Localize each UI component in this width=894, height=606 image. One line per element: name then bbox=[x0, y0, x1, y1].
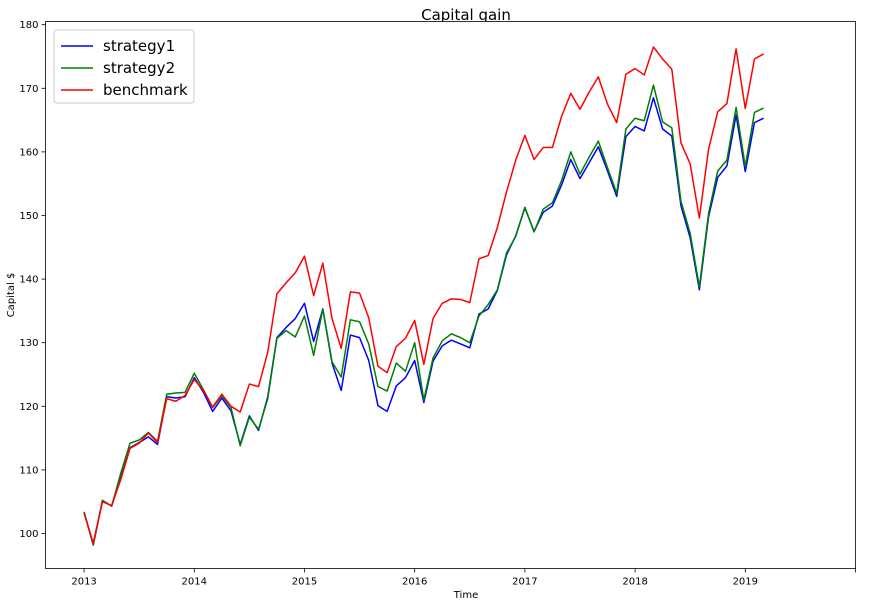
y-tick-label: 170 bbox=[19, 84, 38, 95]
legend-label-strategy2: strategy2 bbox=[103, 59, 175, 77]
x-tick-label: 2016 bbox=[402, 577, 427, 588]
x-axis: 2013 2014 2015 2016 2017 2018 2019 bbox=[71, 568, 856, 588]
x-tick-label: 2014 bbox=[182, 577, 207, 588]
y-axis-label: Capital $ bbox=[6, 273, 17, 318]
series-layer bbox=[83, 46, 765, 546]
legend-frame bbox=[53, 29, 195, 104]
y-tick-label: 130 bbox=[19, 338, 38, 349]
series-line-strategy2 bbox=[83, 84, 764, 546]
x-axis-label: Time bbox=[453, 590, 478, 601]
x-tick-label: 2017 bbox=[512, 577, 537, 588]
y-tick-label: 100 bbox=[19, 529, 38, 540]
legend-label-strategy1: strategy1 bbox=[103, 37, 175, 55]
y-tick-label: 150 bbox=[19, 211, 38, 222]
plot-background bbox=[45, 21, 856, 569]
y-tick-label: 110 bbox=[19, 465, 38, 476]
x-tick-label: 2013 bbox=[71, 577, 96, 588]
y-tick-label: 180 bbox=[19, 20, 38, 31]
plot-area bbox=[45, 21, 856, 569]
y-tick-label: 140 bbox=[19, 275, 38, 286]
x-tick-label: 2015 bbox=[292, 577, 317, 588]
y-axis: 100 110 120 130 140 150 160 170 180 bbox=[19, 20, 46, 540]
series-line-benchmark bbox=[83, 46, 765, 544]
y-tick-label: 160 bbox=[19, 147, 38, 158]
legend-label-benchmark: benchmark bbox=[103, 81, 188, 99]
x-tick-label: 2019 bbox=[733, 577, 758, 588]
legend: strategy1 strategy2 benchmark bbox=[53, 29, 195, 104]
chart-title: Capital gain bbox=[421, 6, 511, 24]
y-tick-label: 120 bbox=[19, 402, 38, 413]
x-tick-label: 2018 bbox=[622, 577, 647, 588]
